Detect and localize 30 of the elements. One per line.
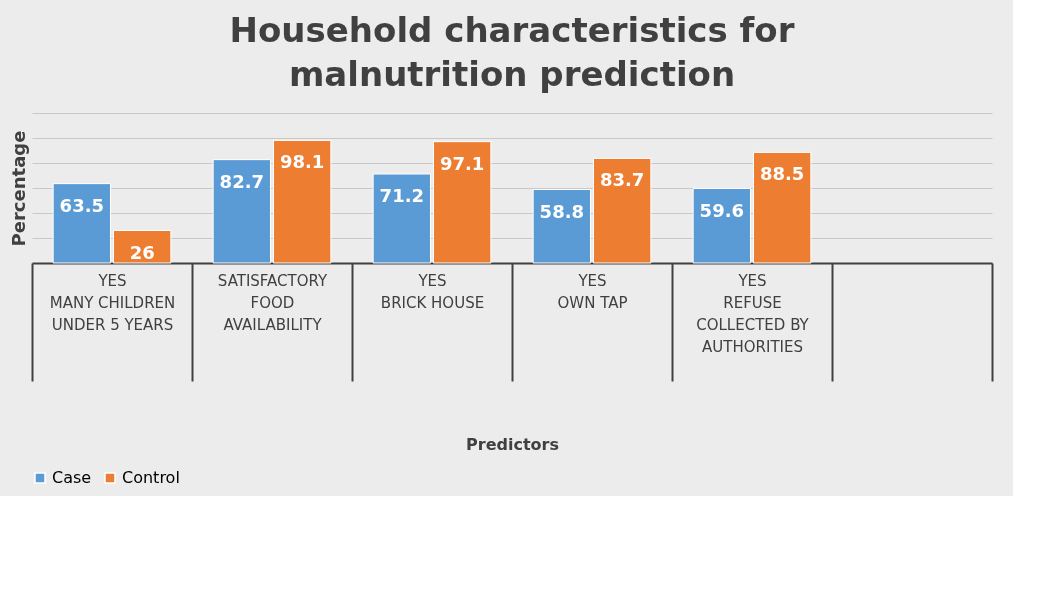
legend-label: Case: [52, 468, 92, 487]
data-label: 26: [129, 241, 155, 263]
x-tick-label: SATISFACTORY FOOD AVAILABILITY: [217, 271, 328, 334]
chart-title: Household characteristics for malnutrition prediction: [229, 10, 795, 94]
bar: [593, 157, 652, 264]
data-label: 63.5: [59, 194, 105, 216]
y-axis-title: Percentage: [7, 130, 29, 247]
x-axis-title: Predictors: [466, 434, 559, 454]
legend-label: Control: [122, 468, 180, 487]
bar: [212, 159, 271, 264]
data-label: 98.1: [279, 151, 325, 173]
x-tick-label: YES BRICK HOUSE: [380, 271, 485, 312]
x-tick-label: YES MANY CHILDREN UNDER 5 YEARS: [49, 271, 176, 334]
bar: [113, 230, 172, 264]
data-label: 97.1: [439, 152, 485, 174]
data-label: 58.8: [539, 200, 585, 222]
bar: [753, 151, 812, 264]
bar: [273, 139, 332, 264]
data-label: 83.7: [599, 169, 645, 191]
data-label: 71.2: [379, 185, 425, 206]
data-label: 82.7: [219, 170, 265, 192]
bar: [372, 173, 431, 264]
data-label: 59.6: [699, 199, 745, 221]
x-tick-label: YES REFUSE COLLECTED BY AUTHORITIES: [696, 271, 810, 356]
bar: [52, 183, 111, 264]
bar: [433, 141, 492, 264]
bar: [692, 188, 751, 264]
x-tick-label: YES OWN TAP: [557, 271, 628, 312]
data-label: 88.5: [759, 163, 805, 185]
bar: [532, 189, 591, 264]
